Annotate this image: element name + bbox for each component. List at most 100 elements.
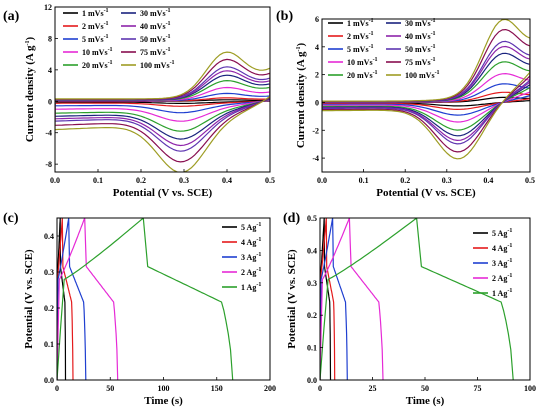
y-axis-title-c: Potential (V vs. SCE) <box>23 249 35 349</box>
legend-label-b-7-main: 50 mVs <box>405 45 431 54</box>
legend-label-c-1-sup: -1 <box>256 237 261 243</box>
legend-label-d-4-main: 1 Ag <box>492 289 507 298</box>
legend-label-b-2-main: 5 mVs <box>347 45 369 54</box>
legend-label-b-4: 20 mVs-1 <box>347 70 378 80</box>
y-tick-label-a-3: 4 <box>48 66 52 75</box>
legend-a: 1 mVs-12 mVs-15 mVs-110 mVs-120 mVs-130 … <box>63 8 175 70</box>
y-tick-label-a-1: -4 <box>45 129 52 138</box>
y-tick-label-a-2: 0 <box>48 97 52 106</box>
x-tick-label-b-4: 0.4 <box>483 176 493 185</box>
x-tick-label-d-3: 75 <box>474 384 482 393</box>
legend-label-d-0-main: 5 Ag <box>492 229 507 238</box>
legend-label-c-1: 4 Ag-1 <box>241 237 261 247</box>
legend-label-a-9: 100 mVs-1 <box>140 60 175 70</box>
legend-label-d-4-sup: -1 <box>507 288 512 294</box>
x-tick-label-c-4: 200 <box>264 384 276 393</box>
y-tick-label-d-5: 0.5 <box>307 214 317 223</box>
x-axis-title-a: Potential (V vs. SCE) <box>113 187 213 199</box>
y-axis-title-a-end: ) <box>24 37 36 41</box>
legend-label-a-5-main: 30 mVs <box>140 9 166 18</box>
x-tick-label-a-0: 0.0 <box>50 176 60 185</box>
y-axis-title-d: Potential (V vs. SCE) <box>286 249 298 349</box>
x-tick-label-a-1: 0.1 <box>93 176 103 185</box>
x-tick-label-a-4: 0.4 <box>222 176 232 185</box>
legend-label-b-9: 100 mVs-1 <box>405 70 440 80</box>
legend-label-a-1-sup: -1 <box>104 21 109 27</box>
series-group-a <box>55 51 270 172</box>
legend-label-a-6-main: 40 mVs <box>140 22 166 31</box>
legend-label-b-8: 75 mVs-1 <box>405 57 436 67</box>
series-line-c-0 <box>57 218 67 380</box>
legend-label-c-0-main: 5 Ag <box>241 223 256 232</box>
legend-label-d-2: 3 Ag-1 <box>492 258 512 268</box>
y-tick-label-c-0: 0.0 <box>44 376 54 385</box>
y-axis-title-a: Current density (A g-1) <box>24 37 36 143</box>
legend-label-a-0-main: 1 mVs <box>82 9 104 18</box>
y-tick-label-b-2: 0 <box>315 98 319 107</box>
legend-label-b-7-sup: -1 <box>431 44 436 50</box>
legend-c: 5 Ag-14 Ag-13 Ag-12 Ag-11 Ag-1 <box>222 222 261 292</box>
y-tick-label-b-5: 6 <box>315 15 319 24</box>
legend-label-d-1: 4 Ag-1 <box>492 243 512 253</box>
y-tick-label-d-3: 0.3 <box>307 279 317 288</box>
y-tick-label-a-4: 8 <box>48 34 52 43</box>
legend-label-b-2: 5 mVs-1 <box>347 44 374 54</box>
legend-label-c-2-main: 3 Ag <box>241 253 256 262</box>
y-axis-title-b-end: ) <box>295 43 307 47</box>
plot-frame-b <box>321 18 531 173</box>
panel-label-a: (a) <box>3 9 20 24</box>
legend-label-a-9-main: 100 mVs <box>140 61 170 70</box>
x-tick-label-d-0: 0 <box>318 384 322 393</box>
legend-label-c-0-sup: -1 <box>256 222 261 228</box>
legend-label-b-8-main: 75 mVs <box>405 58 431 67</box>
legend-label-b-6: 40 mVs-1 <box>405 31 436 41</box>
legend-label-a-7-main: 50 mVs <box>140 35 166 44</box>
legend-label-b-9-sup: -1 <box>435 70 440 76</box>
legend-label-a-8-sup: -1 <box>166 47 171 53</box>
y-axis-title-b-main: Current density (A g <box>295 51 307 148</box>
series-line-c-4 <box>57 218 234 380</box>
legend-label-b-2-sup: -1 <box>369 44 374 50</box>
y-axis-title-b: Current density (A g-1) <box>295 43 307 149</box>
y-tick-label-b-0: -4 <box>312 154 319 163</box>
legend-label-b-8-sup: -1 <box>431 57 436 63</box>
series-group-b <box>322 19 530 160</box>
legend-label-a-0: 1 mVs-1 <box>82 8 109 18</box>
x-tick-label-a-5: 0.5 <box>265 176 275 185</box>
legend-label-a-0-sup: -1 <box>104 8 109 14</box>
legend-label-b-4-main: 20 mVs <box>347 71 373 80</box>
legend-label-b-9-main: 100 mVs <box>405 71 435 80</box>
y-axis-title-a-sup: -1 <box>25 41 31 46</box>
x-axis-title-c: Time (s) <box>144 395 183 407</box>
legend-label-b-3: 10 mVs-1 <box>347 57 378 67</box>
legend-label-a-3: 10 mVs-1 <box>82 47 113 57</box>
x-tick-label-b-5: 0.5 <box>525 176 535 185</box>
legend-label-b-5: 30 mVs-1 <box>405 18 436 28</box>
legend-label-c-3-main: 2 Ag <box>241 268 256 277</box>
x-axis-title-d: Time (s) <box>406 395 445 407</box>
legend-label-b-4-sup: -1 <box>373 70 378 76</box>
legend-label-d-3-sup: -1 <box>507 273 512 279</box>
legend-label-d-3-main: 2 Ag <box>492 274 507 283</box>
x-tick-label-d-2: 50 <box>421 384 429 393</box>
plot-frame-a <box>54 6 271 173</box>
legend-label-d-2-main: 3 Ag <box>492 259 507 268</box>
legend-label-b-7: 50 mVs-1 <box>405 44 436 54</box>
legend-label-b-6-main: 40 mVs <box>405 32 431 41</box>
legend-label-a-2-sup: -1 <box>104 34 109 40</box>
x-tick-label-d-4: 100 <box>524 384 536 393</box>
x-tick-label-c-0: 0 <box>55 384 59 393</box>
series-line-b-9 <box>322 19 530 160</box>
panel-label-c: (c) <box>3 211 19 226</box>
panel-label-d: (d) <box>283 211 300 226</box>
series-line-d-1 <box>320 218 336 380</box>
y-tick-label-c-3: 0.3 <box>44 268 54 277</box>
legend-label-a-9-sup: -1 <box>170 60 175 66</box>
x-tick-label-a-3: 0.3 <box>179 176 189 185</box>
legend-label-c-4-main: 1 Ag <box>241 283 256 292</box>
legend-label-c-2: 3 Ag-1 <box>241 252 261 262</box>
x-tick-label-c-1: 50 <box>106 384 114 393</box>
y-tick-label-c-1: 0.1 <box>44 340 54 349</box>
y-axis-title-d-main: Potential (V vs. SCE) <box>286 249 298 349</box>
panel-c: 0 50 100 150 200 0.0 0.1 0.2 0.3 0.4 Time (s) Poten… <box>3 211 276 407</box>
